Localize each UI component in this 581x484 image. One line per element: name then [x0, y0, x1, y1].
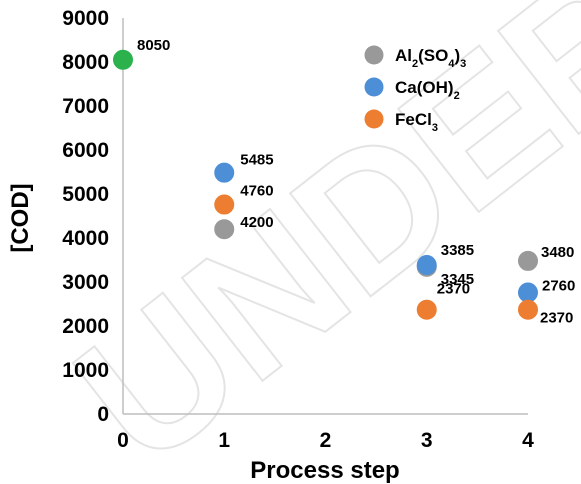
- axes: [122, 18, 528, 415]
- watermark: UNDER: [39, 0, 581, 484]
- x-tick-label: 2: [320, 429, 332, 452]
- x-tick-labels: 0 1 2 3 4: [117, 429, 534, 452]
- data-label: 3480: [541, 244, 574, 261]
- y-tick-labels: 0 1000 2000 3000 4000 5000 6000 7000 8000 9000: [62, 7, 109, 426]
- y-tick-label: 7000: [62, 95, 109, 118]
- y-tick-label: 5000: [62, 183, 109, 206]
- legend-label: Ca(OH)2: [395, 78, 460, 102]
- data-label: 2760: [542, 278, 575, 295]
- x-tick-label: 4: [522, 429, 534, 452]
- data-point: [518, 282, 538, 303]
- legend-label: FeCl3: [395, 110, 438, 134]
- y-tick-label: 0: [97, 403, 109, 426]
- legend-label: Al2(SO4)3: [395, 46, 466, 70]
- y-tick-label: 4000: [62, 227, 109, 250]
- data-point: [214, 162, 235, 183]
- x-axis-title: Process step: [250, 457, 399, 484]
- legend-marker: [364, 45, 384, 65]
- y-tick-label: 1000: [62, 359, 109, 382]
- data-point: [416, 299, 437, 320]
- data-label: 3385: [441, 242, 474, 259]
- data-point: [518, 250, 538, 271]
- data-point: [113, 49, 133, 70]
- data-points: [113, 49, 538, 320]
- data-label: 2370: [540, 310, 573, 327]
- data-label: 4200: [240, 214, 273, 231]
- y-tick-label: 6000: [62, 139, 109, 162]
- data-label: 2370: [437, 281, 470, 298]
- y-tick-label: 3000: [62, 271, 109, 294]
- y-tick-label: 9000: [62, 7, 109, 30]
- data-label: 3345: [441, 271, 474, 288]
- data-point: [214, 194, 235, 215]
- data-labels: 8050 4200 3345 3480 5485 3385 2760 4760 2370 2370: [137, 37, 575, 327]
- data-point: [214, 219, 235, 240]
- legend-marker: [364, 109, 384, 129]
- legend-marker: [364, 77, 384, 97]
- x-tick-label: 3: [421, 429, 433, 452]
- x-tick-label: 1: [218, 429, 230, 452]
- data-point: [416, 255, 437, 276]
- data-label: 8050: [137, 37, 170, 54]
- y-tick-label: 8000: [62, 51, 109, 74]
- data-label: 5485: [240, 152, 273, 169]
- x-tick-label: 0: [117, 429, 129, 452]
- data-label: 4760: [240, 183, 273, 200]
- y-axis-title: [COD]: [7, 183, 34, 252]
- data-point: [518, 299, 538, 320]
- legend: Al2(SO4)3 Ca(OH)2 FeCl3: [364, 45, 466, 134]
- y-tick-label: 2000: [62, 315, 109, 338]
